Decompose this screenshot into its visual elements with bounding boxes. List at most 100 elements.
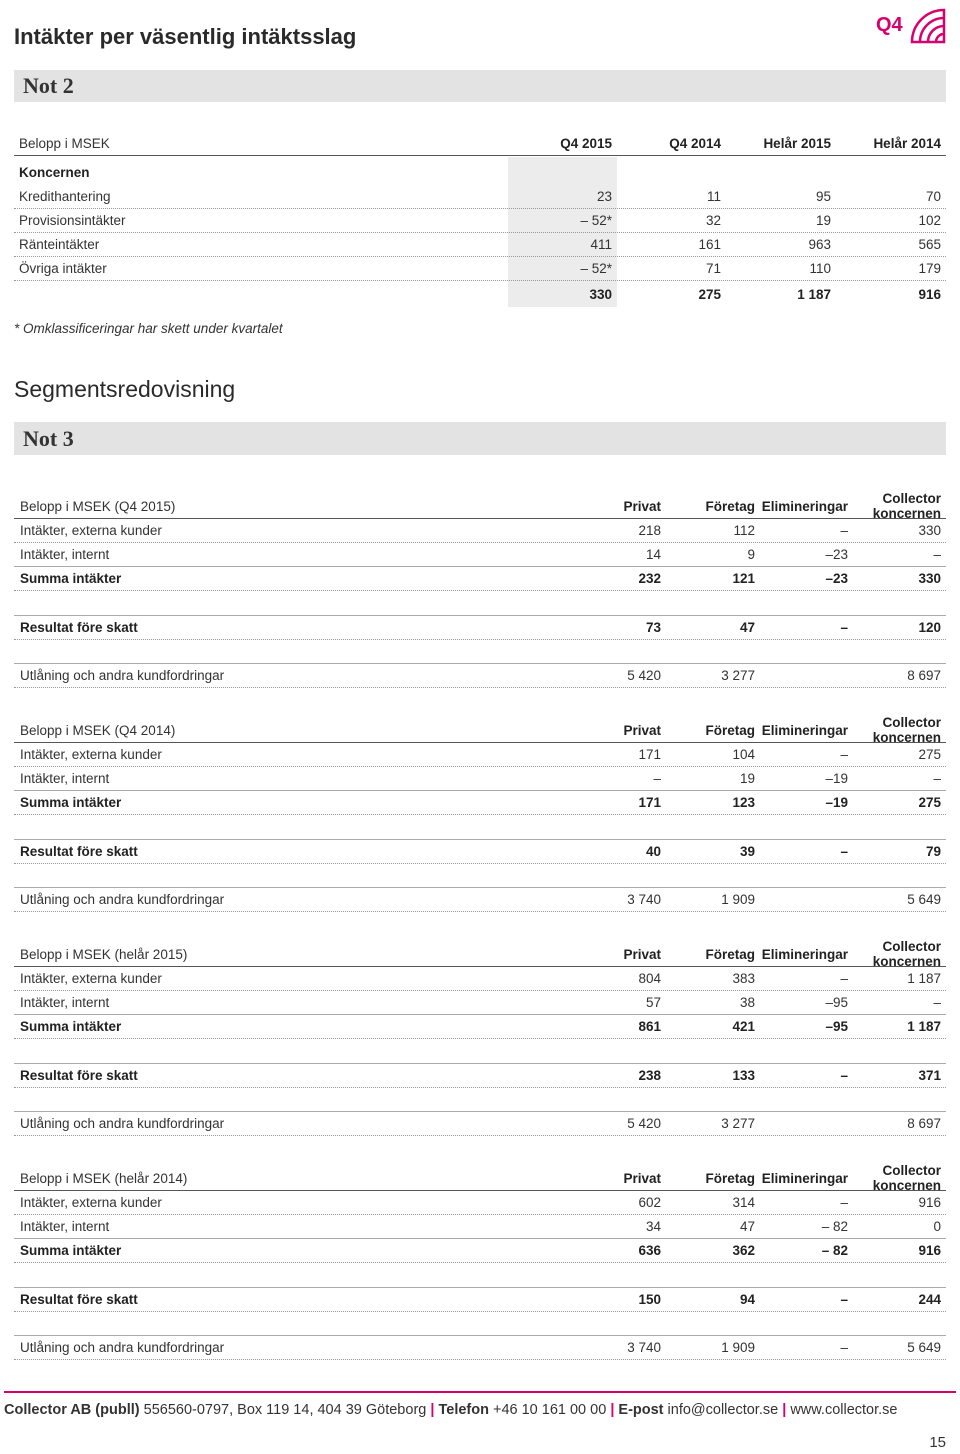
rule (14, 155, 946, 156)
rule (14, 1190, 946, 1191)
cell: 120 (918, 620, 941, 635)
cell: 244 (918, 1292, 941, 1307)
cell: – (933, 771, 941, 786)
row-label: Utlåning och andra kundfordringar (20, 892, 225, 907)
rule (14, 766, 946, 767)
rule (14, 1135, 946, 1136)
rule (14, 990, 946, 991)
section-title: Segmentsredovisning (14, 376, 236, 402)
row-label: Resultat före skatt (20, 1068, 138, 1083)
column-header: Företag (705, 1171, 755, 1186)
row-label: Summa intäkter (20, 795, 122, 810)
cell: 150 (638, 1292, 661, 1307)
group-label: Koncernen (19, 165, 90, 180)
cell: – (840, 1068, 848, 1083)
cell: 19 (739, 771, 755, 786)
rule (14, 1287, 946, 1288)
cell: 421 (732, 1019, 755, 1034)
rule (14, 1087, 946, 1088)
cell: 5 649 (907, 1340, 941, 1355)
logo-text: Q4 (876, 14, 903, 36)
column-header: Belopp i MSEK (helår 2014) (20, 1171, 188, 1186)
column-header: Elimineringar (761, 1171, 848, 1186)
rule (14, 863, 946, 864)
cell: 40 (645, 844, 661, 859)
cell: 1 187 (907, 971, 941, 986)
cell: 104 (732, 747, 755, 762)
cell: – 52* (580, 261, 612, 276)
cell: – (840, 1292, 848, 1307)
row-label: Intäkter, externa kunder (20, 523, 162, 538)
cell: – (840, 523, 848, 538)
rule (14, 1359, 946, 1360)
cell: 133 (732, 1068, 755, 1083)
cell: 171 (638, 747, 661, 762)
cell: 275 (918, 795, 941, 810)
cell: 3 740 (627, 892, 661, 907)
cell: 11 (706, 189, 721, 204)
cell: –23 (825, 571, 848, 586)
row-label: Resultat före skatt (20, 1292, 138, 1307)
rule (14, 839, 946, 840)
row-label: Intäkter, internt (20, 771, 110, 786)
cell: 123 (732, 795, 755, 810)
cell: 5 649 (907, 892, 941, 907)
rule (14, 1111, 946, 1112)
cell: 218 (638, 523, 661, 538)
column-header: Företag (705, 947, 755, 962)
row-label: Resultat före skatt (20, 844, 138, 859)
rule (14, 590, 946, 591)
cell: – (840, 1195, 848, 1210)
cell: 3 740 (627, 1340, 661, 1355)
row-label: Övriga intäkter (19, 261, 107, 276)
cell: 161 (698, 237, 721, 252)
cell: 804 (638, 971, 661, 986)
cell: 0 (933, 1219, 941, 1234)
cell: 73 (645, 620, 661, 635)
rule (14, 742, 946, 743)
footer-rule (4, 1391, 956, 1393)
cell: 121 (732, 571, 755, 586)
cell: 314 (732, 1195, 755, 1210)
cell: 1 909 (721, 1340, 755, 1355)
rule (14, 280, 946, 281)
rule (14, 542, 946, 543)
cell: 38 (739, 995, 755, 1010)
cell: 14 (645, 547, 661, 562)
rule (14, 887, 946, 888)
column-header: Belopp i MSEK (Q4 2015) (20, 499, 176, 514)
column-header: Q4 2014 (669, 136, 721, 151)
row-label: Provisionsintäkter (19, 213, 126, 228)
title: Intäkter per väsentlig intäktsslag (14, 24, 357, 49)
note-title: Not 3 (23, 426, 74, 451)
row-label: Ränteintäkter (19, 237, 100, 252)
cell: 371 (918, 1068, 941, 1083)
logo-icon (910, 8, 946, 44)
cell: – (840, 1340, 848, 1355)
rule (14, 1311, 946, 1312)
cell: 362 (732, 1243, 755, 1258)
cell: 963 (808, 237, 831, 252)
cell: 1 187 (907, 1019, 941, 1034)
cell: 23 (596, 189, 612, 204)
cell: – (840, 747, 848, 762)
rule (14, 518, 946, 519)
rule (14, 566, 946, 567)
cell: 383 (732, 971, 755, 986)
column-header: Collector koncernen (872, 491, 941, 521)
rule (14, 232, 946, 233)
cell: –95 (825, 995, 848, 1010)
column-header: Elimineringar (761, 723, 848, 738)
cell: 238 (638, 1068, 661, 1083)
cell: –19 (825, 771, 848, 786)
cell: 102 (918, 213, 941, 228)
row-label: Intäkter, internt (20, 1219, 110, 1234)
note-bar: Not 3 (14, 422, 946, 455)
cell: 330 (918, 523, 941, 538)
rule (14, 1262, 946, 1263)
cell: 110 (809, 261, 831, 276)
footer-phone: +46 10 161 00 00 (492, 1402, 607, 1418)
cell: 602 (638, 1195, 661, 1210)
column-header: Collector koncernen (872, 939, 941, 969)
row-label: Utlåning och andra kundfordringar (20, 1116, 225, 1131)
